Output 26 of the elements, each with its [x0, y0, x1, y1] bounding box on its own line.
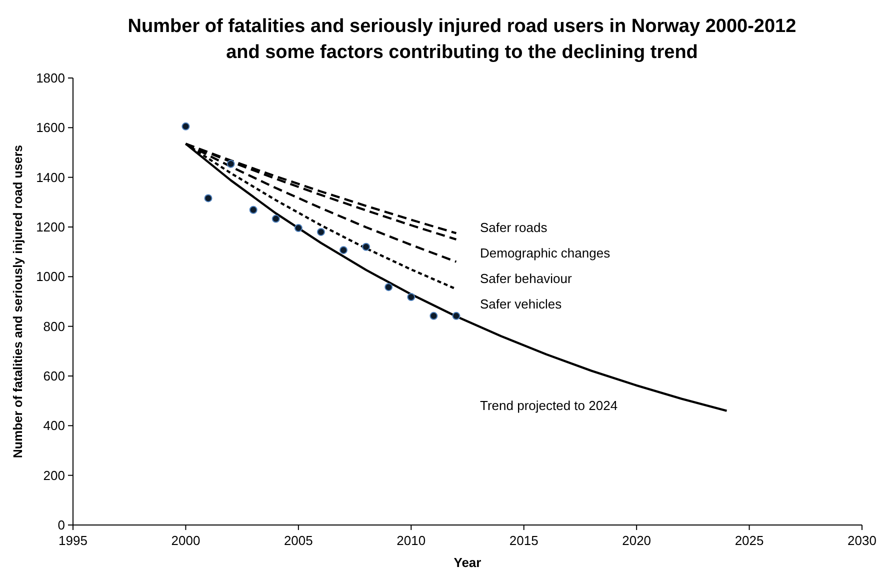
y-axis-title: Number of fatalities and seriously injured road users: [11, 144, 25, 458]
y-tick-label: 1200: [36, 220, 65, 234]
y-tick-label: 600: [43, 368, 65, 384]
x-tick-label: 2000: [171, 533, 200, 548]
x-tick-label: 2010: [396, 533, 426, 548]
x-tick-label: 2020: [622, 533, 652, 548]
annotation: Demographic changes: [480, 246, 611, 260]
y-tick-label: 1600: [36, 120, 65, 136]
annotation: Trend projected to 2024: [480, 398, 618, 413]
annotation: Safer behaviour: [480, 271, 572, 286]
annotation: Safer roads: [480, 220, 548, 235]
x-axis-title: Year: [454, 555, 482, 570]
x-tick-label: 2025: [734, 533, 764, 548]
x-tick-label: 2005: [284, 533, 313, 548]
y-tick-label: 1400: [36, 170, 65, 185]
x-tick-label: 2015: [509, 533, 538, 548]
y-tick-label: 0: [58, 518, 65, 532]
x-tick-label: 2030: [848, 533, 876, 548]
y-tick-label: 800: [43, 318, 65, 334]
y-tick-label: 1800: [36, 70, 65, 86]
y-tick-label: 200: [43, 468, 65, 483]
x-tick-label: 1995: [58, 533, 88, 548]
y-tick-label: 1000: [36, 269, 65, 284]
y-tick-label: 400: [43, 418, 65, 434]
chart-title: Number of fatalities and seriously injured road users in Norway 2000-2012 and some factors contributing to the declining trend: [128, 16, 796, 63]
annotation: Safer vehicles: [480, 296, 562, 312]
